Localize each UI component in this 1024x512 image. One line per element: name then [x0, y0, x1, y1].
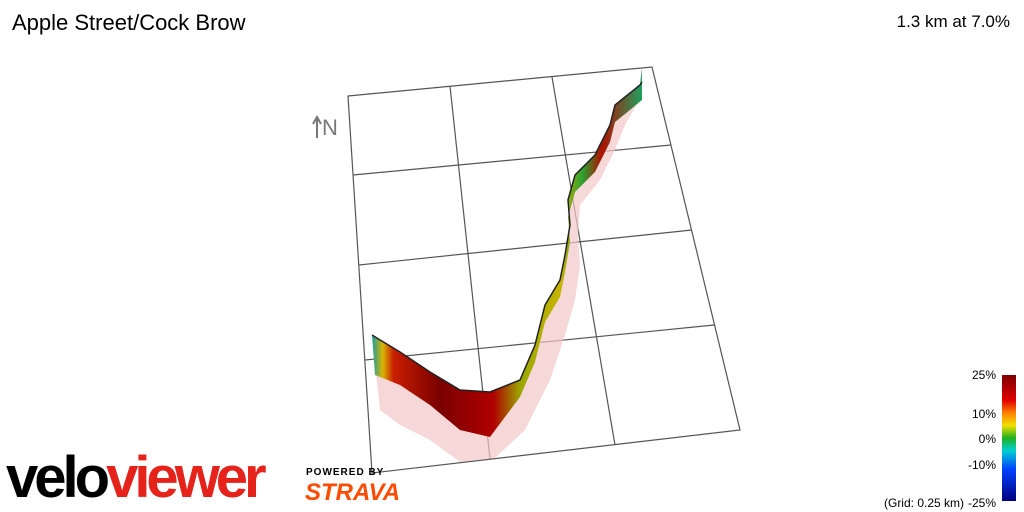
north-arrow [312, 114, 322, 138]
legend-label: -25% [967, 496, 996, 510]
route-title: Apple Street/Cock Brow [12, 10, 246, 35]
route-wall [372, 68, 642, 437]
logo-text: velo [6, 445, 110, 510]
legend-label: 10% [971, 407, 996, 421]
powered-by: POWERED BY [306, 467, 385, 478]
legend-label: -10% [967, 458, 996, 472]
route-line [371, 81, 643, 393]
strava-logo: STRAVA [305, 479, 401, 506]
grid-note: (Grid: 0.25 km) [883, 496, 964, 510]
logo-text: viewer [106, 445, 267, 510]
route-summary: 1.3 km at 7.0% [896, 12, 1010, 31]
north-label: N [322, 115, 338, 140]
legend-label: 25% [971, 368, 996, 382]
gradient-legend [1002, 375, 1016, 501]
veloviewer-logo: veloviewer [6, 445, 267, 510]
legend-label: 0% [978, 432, 996, 446]
